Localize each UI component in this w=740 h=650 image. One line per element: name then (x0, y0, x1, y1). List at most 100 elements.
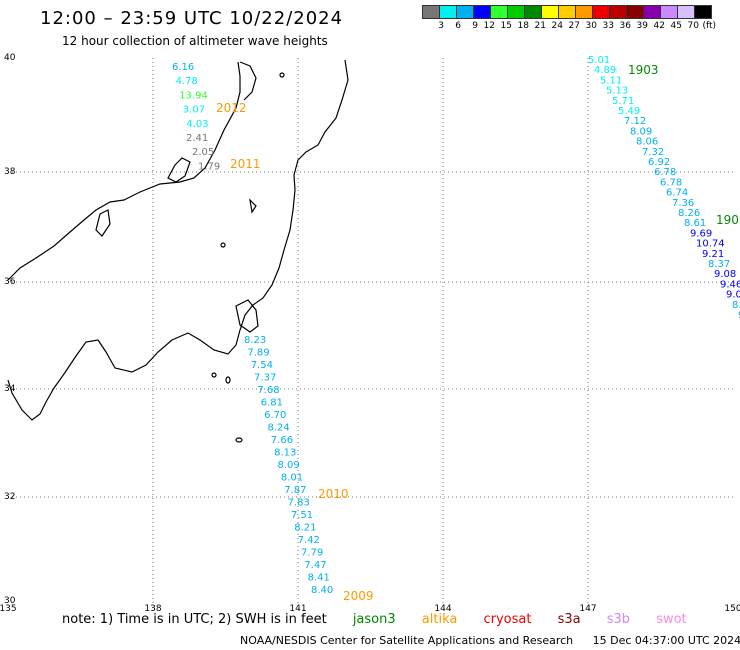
wave-height-value: 4.78 (176, 76, 198, 87)
longitude-labels: 135 138 141 144 147 150 (0, 604, 740, 614)
wave-height-value: 7.42 (298, 535, 320, 546)
legend-label: (ft) (702, 21, 716, 31)
latitude-label: 36 (4, 277, 16, 287)
wave-height-value: 8.23 (244, 335, 266, 346)
satellite-s3a: s3a (557, 612, 581, 627)
pass-time-label: 2011 (230, 157, 261, 171)
pass-time-label: 190 (716, 213, 739, 227)
wave-height-value: 6.74 (666, 188, 688, 199)
wave-height-value: 8.21 (294, 523, 316, 534)
legend-label: 70 (687, 21, 699, 31)
legend-label: 12 (483, 21, 495, 31)
wave-height-value: 9.46 (720, 279, 740, 290)
latitude-label: 40 (4, 53, 16, 63)
footer-note: note: 1) Time is in UTC; 2) SWH is in fe… (62, 612, 709, 627)
chart-title: 12:00 – 23:59 UTC 10/22/2024 (40, 8, 344, 29)
map-grid (8, 58, 733, 605)
wave-height-value: 5.71 (612, 96, 634, 107)
pass-time-label: 1903 (628, 63, 659, 77)
latitude-label: 34 (4, 384, 16, 394)
wave-height-value: 5.01 (588, 55, 610, 66)
wave-height-value: 7.79 (301, 548, 323, 559)
legend-label: 27 (568, 21, 580, 31)
wave-height-value: 8.01 (281, 473, 303, 484)
satellite-jason3: jason3 (352, 612, 396, 627)
wave-height-value: 7.89 (247, 348, 269, 359)
latitude-labels: 40 38 36 34 32 30 (4, 53, 16, 606)
wave-height-value: 8.24 (267, 423, 289, 434)
chart-subtitle: 12 hour collection of altimeter wave hei… (62, 34, 328, 48)
pass-time-labels: 2012 2011 2010 2009 1903 190 (216, 63, 739, 603)
wave-height-value: 8.41 (308, 573, 330, 584)
legend-label: 42 (653, 21, 665, 31)
wave-height-value: 9.69 (690, 228, 712, 239)
legend-label: 33 (602, 21, 614, 31)
pass-time-label: 2009 (343, 589, 374, 603)
wave-height-value: 7.68 (257, 385, 279, 396)
wave-height-value: 7.47 (304, 560, 326, 571)
legend-label: 30 (585, 21, 597, 31)
wave-height-value: 2.05 (192, 147, 214, 158)
legend-label: 39 (636, 21, 648, 31)
legend-label: 24 (551, 21, 563, 31)
legend-swatch (694, 5, 712, 19)
wave-height-value: 5.49 (618, 106, 640, 117)
coastline (7, 59, 349, 443)
wave-height-value: 7.12 (624, 116, 646, 127)
pass-time-label: 2010 (318, 487, 349, 501)
satellite-swot: swot (656, 612, 687, 627)
wave-height-value: 1.79 (198, 161, 220, 172)
longitude-label: 141 (289, 604, 306, 614)
pass-time-label: 2012 (216, 101, 247, 115)
legend-label: 6 (455, 21, 461, 31)
longitude-label: 138 (144, 604, 161, 614)
satellite-altika: altika (421, 612, 458, 627)
legend-label: 36 (619, 21, 631, 31)
wave-height-value: 7.54 (251, 360, 273, 371)
altimeter-tracks: 6.16 4.78 13.94 3.07 4.03 2.41 2.05 1.79 8.23 7.8… (172, 55, 740, 596)
wave-height-value: 7.36 (672, 198, 694, 209)
wave-height-value: 6.81 (261, 398, 283, 409)
wave-height-value: 7.37 (254, 373, 276, 384)
wave-height-value: 5.11 (600, 75, 622, 86)
satellite-s3b: s3b (606, 612, 631, 627)
wave-height-value: 9.21 (702, 249, 724, 260)
wave-height-value: 8.26 (678, 208, 700, 219)
wave-height-value: 5.13 (606, 86, 628, 97)
longitude-label: 147 (579, 604, 596, 614)
wave-height-value: 7.66 (271, 435, 293, 446)
latitude-label: 30 (4, 596, 16, 606)
legend-labels: 3 6 9 12 15 18 21 24 27 30 33 36 39 42 45 70 (ft) (422, 19, 716, 33)
wave-height-value: 9.0 (726, 290, 740, 301)
legend-label: 15 (500, 21, 512, 31)
wave-height-value: 2.41 (186, 133, 208, 144)
color-legend: 3 6 9 12 15 18 21 24 27 30 33 36 39 42 45 70 (ft) (422, 5, 716, 33)
wave-height-value: 4.89 (594, 65, 616, 76)
wave-height-value: 13.94 (179, 90, 208, 101)
wave-height-value: 8.1 (732, 300, 740, 311)
wave-height-value: 7.51 (291, 510, 313, 521)
wave-height-value: 8.37 (708, 259, 730, 270)
longitude-label: 144 (434, 604, 451, 614)
legend-label: 21 (534, 21, 546, 31)
footer-credit: NOAA/NESDIS Center for Satellite Applica… (240, 634, 740, 647)
wave-height-value: 8.06 (636, 137, 658, 148)
wave-height-value: 4.03 (186, 119, 208, 130)
wave-height-value: 6.78 (660, 177, 682, 188)
wave-height-value: 8.09 (278, 460, 300, 471)
note-text: note: 1) Time is in UTC; 2) SWH is in fe… (62, 612, 327, 627)
wave-height-value: 6.70 (264, 410, 286, 421)
wave-height-value: 8.40 (311, 585, 333, 596)
wave-height-value: 7.32 (642, 147, 664, 158)
legend-label: 9 (472, 21, 478, 31)
latitude-label: 32 (4, 492, 15, 502)
wave-height-value: 7.83 (288, 498, 310, 509)
wave-height-value: 6.78 (654, 167, 676, 178)
wave-height-value: 8.09 (630, 126, 652, 137)
credit-timestamp: 15 Dec 04:37:00 UTC 2024 (592, 634, 740, 647)
wave-height-value: 9 (738, 310, 740, 321)
wave-height-value: 3.07 (183, 105, 205, 116)
longitude-label: 135 (0, 604, 17, 614)
wave-height-value: 6.92 (648, 157, 670, 168)
